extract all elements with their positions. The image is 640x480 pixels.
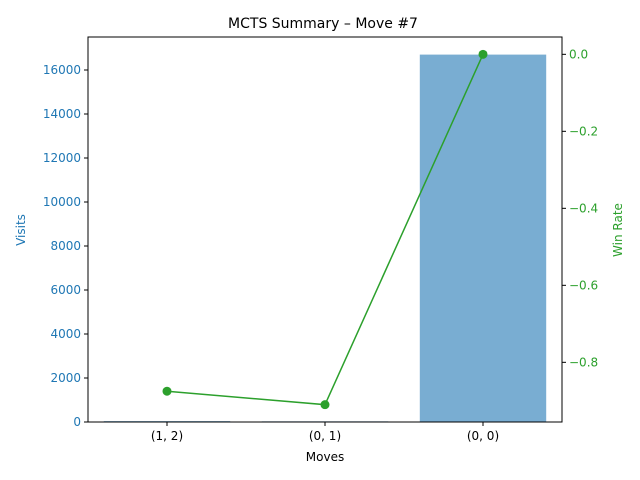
- win-rate-point-1: [320, 400, 330, 410]
- right-tick-label-2: −0.4: [569, 201, 598, 215]
- right-tick-label-4: 0.0: [569, 47, 588, 61]
- right-tick-label-0: −0.8: [569, 355, 598, 369]
- x-tick-label-1: (0, 1): [309, 429, 341, 443]
- win-rate-point-0: [162, 386, 172, 396]
- x-axis-label: Moves: [306, 450, 344, 464]
- win-rate-point-2: [478, 49, 488, 59]
- line-series-win-rate: [162, 49, 488, 410]
- left-tick-label-8: 16000: [43, 63, 81, 77]
- left-tick-label-7: 14000: [43, 107, 81, 121]
- left-axis-label: Visits: [14, 214, 28, 246]
- left-tick-label-1: 2000: [50, 371, 81, 385]
- x-tick-label-2: (0, 0): [467, 429, 499, 443]
- x-axis: (1, 2) (0, 1) (0, 0): [151, 422, 499, 443]
- bar-2: [419, 54, 547, 422]
- left-tick-label-3: 6000: [50, 283, 81, 297]
- bar-series-visits: [103, 54, 547, 423]
- left-tick-label-2: 4000: [50, 327, 81, 341]
- right-tick-label-1: −0.6: [569, 278, 598, 292]
- right-axis: −0.8 −0.6 −0.4 −0.2 0.0: [562, 47, 598, 369]
- left-tick-label-4: 8000: [50, 239, 81, 253]
- right-tick-label-3: −0.2: [569, 124, 598, 138]
- left-tick-label-5: 10000: [43, 195, 81, 209]
- left-axis: 0 2000 4000 6000 8000 10000 12000 14000 16000: [43, 63, 88, 429]
- right-axis-label: Win Rate: [611, 203, 625, 257]
- left-tick-label-6: 12000: [43, 151, 81, 165]
- chart-title: MCTS Summary – Move #7: [228, 16, 418, 32]
- left-tick-label-0: 0: [73, 415, 81, 429]
- x-tick-label-0: (1, 2): [151, 429, 183, 443]
